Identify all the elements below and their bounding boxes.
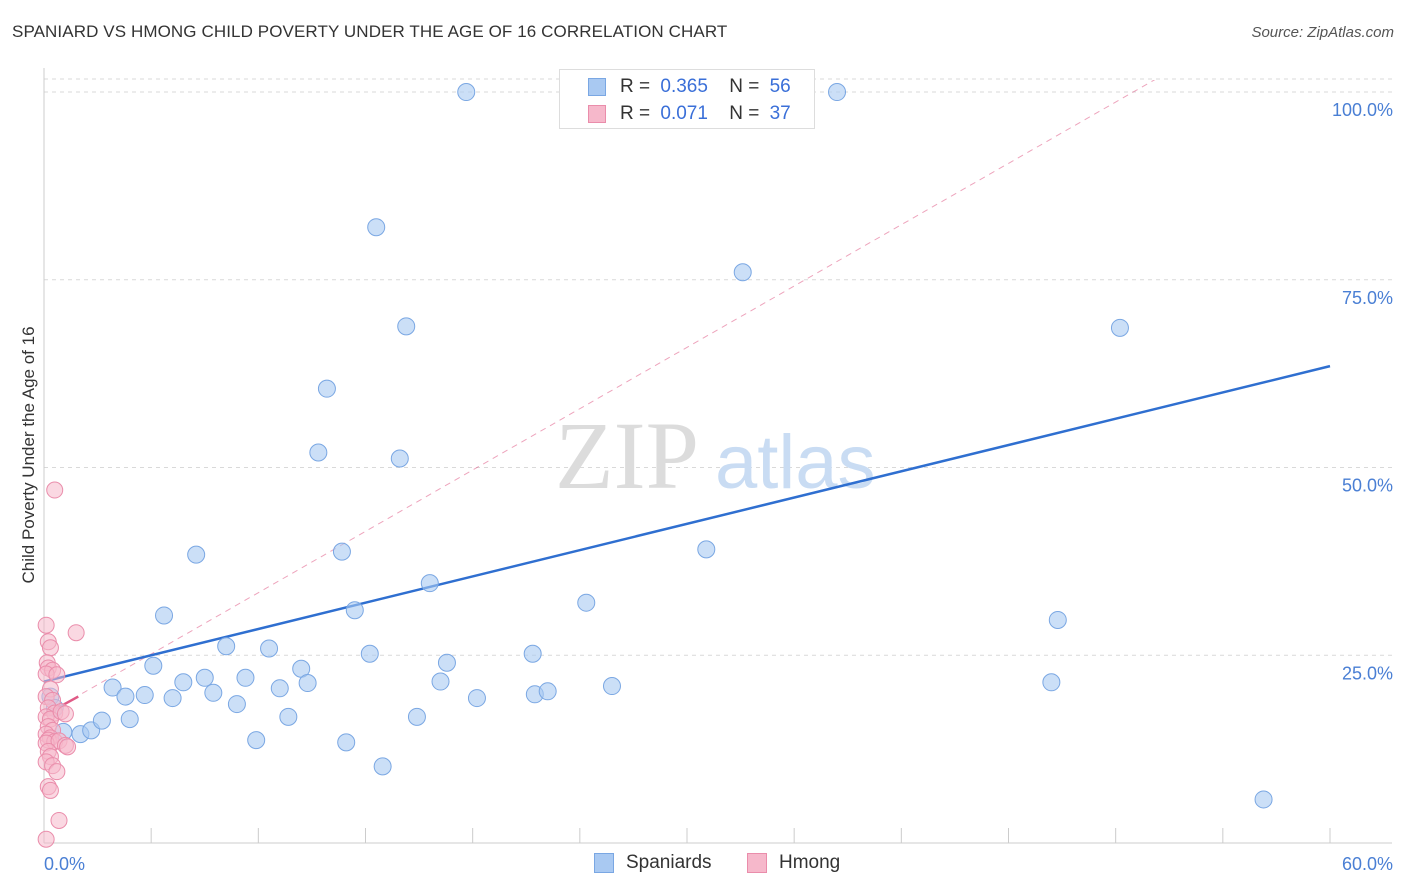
spaniards-point	[538, 682, 557, 701]
spaniards-point	[602, 677, 621, 696]
spaniards-point	[457, 83, 476, 102]
spaniards-point	[279, 707, 298, 726]
spaniards-point	[1042, 673, 1061, 692]
y-tick-label: 25.0%	[1342, 663, 1393, 683]
y-tick-label: 100.0%	[1332, 100, 1393, 120]
watermark-zip: ZIP	[555, 402, 699, 509]
hmong-point	[37, 830, 55, 848]
ticks-layer: 25.0% 50.0% 75.0% 100.0% 0.0% 60.0%	[44, 100, 1393, 874]
y-axis-label: Child Poverty Under the Age of 16	[19, 326, 38, 583]
hmong-point	[41, 639, 59, 657]
x-tick-label: 0.0%	[44, 854, 85, 874]
hmong-trend-dashed	[44, 80, 1156, 716]
spaniards-point	[103, 678, 122, 697]
spaniards-point	[390, 449, 409, 468]
n-value: 56	[769, 76, 791, 97]
spaniards-point	[337, 733, 356, 752]
spaniards-point	[523, 644, 542, 663]
spaniards-point	[227, 695, 246, 714]
legend-swatch-spaniards	[594, 853, 614, 873]
spaniards-point	[345, 601, 364, 620]
hmong-point	[48, 763, 66, 781]
chart-title: SPANIARD VS HMONG CHILD POVERTY UNDER TH…	[12, 22, 728, 41]
spaniards-point	[420, 574, 439, 593]
spaniards-point	[309, 443, 328, 462]
n-value: 37	[769, 103, 791, 124]
spaniards-point	[1110, 318, 1129, 337]
spaniards-point	[144, 656, 163, 675]
spaniards-point	[135, 686, 154, 705]
spaniards-point	[260, 639, 279, 658]
chart-source: Source: ZipAtlas.com	[1251, 24, 1394, 41]
spaniards-point	[397, 317, 416, 336]
hmong-point	[46, 481, 64, 499]
grid-layer	[44, 78, 1392, 656]
y-tick-label: 50.0%	[1342, 476, 1393, 496]
spaniards-point	[236, 668, 255, 687]
spaniards-point	[373, 757, 392, 776]
legend-row-hmong: R = 0.071 N = 37	[620, 103, 791, 127]
watermark-atlas: atlas	[715, 420, 876, 505]
hmong-point	[67, 624, 85, 642]
y-tick-label: 75.0%	[1342, 288, 1393, 308]
spaniards-point	[120, 710, 139, 729]
spaniards-point	[1048, 610, 1067, 629]
spaniards-point	[163, 689, 182, 708]
spaniards-point	[155, 606, 174, 625]
spaniards-point	[431, 672, 450, 691]
legend-swatch-hmong	[747, 853, 767, 873]
spaniards-point	[733, 263, 752, 282]
spaniards-point	[204, 683, 223, 702]
hmong-point	[56, 705, 74, 723]
spaniards-point	[247, 731, 266, 750]
spaniards-point	[187, 545, 206, 564]
spaniards-point	[332, 542, 351, 561]
legend-label-spaniards: Spaniards	[626, 852, 712, 873]
spaniards-point	[697, 540, 716, 559]
spaniards-point	[116, 687, 135, 706]
spaniards-point	[195, 668, 214, 687]
legend-row-spaniards: R = 0.365 N = 56	[620, 76, 791, 100]
legend-swatch-hmong	[588, 105, 606, 123]
r-label: R =	[620, 103, 651, 124]
hmong-point	[59, 738, 77, 756]
spaniards-point	[317, 379, 336, 398]
spaniards-point	[360, 644, 379, 663]
r-value: 0.071	[660, 103, 708, 124]
spaniards-trend-line	[43, 364, 1331, 683]
spaniards-point	[467, 689, 486, 708]
spaniards-point	[407, 707, 426, 726]
spaniards-point	[367, 218, 386, 237]
spaniards-point	[828, 83, 847, 102]
spaniards-point	[577, 593, 596, 612]
legend-label-hmong: Hmong	[779, 852, 841, 873]
spaniards-point	[298, 674, 317, 693]
hmong-point	[37, 616, 55, 634]
spaniards-point	[174, 673, 193, 692]
spaniards-point	[92, 711, 111, 730]
n-label: N =	[729, 76, 760, 97]
spaniards-point	[217, 637, 236, 656]
hmong-point	[50, 811, 68, 829]
correlation-legend: R = 0.365 N = 56 R = 0.071 N = 37	[559, 69, 815, 129]
spaniards-point	[437, 653, 456, 672]
x-tick-label: 60.0%	[1342, 854, 1393, 874]
spaniards-point	[1254, 790, 1273, 809]
r-value: 0.365	[660, 76, 708, 97]
spaniards-point	[270, 679, 289, 698]
points-layer	[37, 83, 1273, 848]
legend-swatch-spaniards	[588, 78, 606, 96]
r-label: R =	[620, 76, 651, 97]
n-label: N =	[729, 103, 760, 124]
hmong-point	[48, 666, 66, 684]
hmong-point	[41, 781, 59, 799]
watermark: ZIP atlas	[555, 402, 876, 509]
